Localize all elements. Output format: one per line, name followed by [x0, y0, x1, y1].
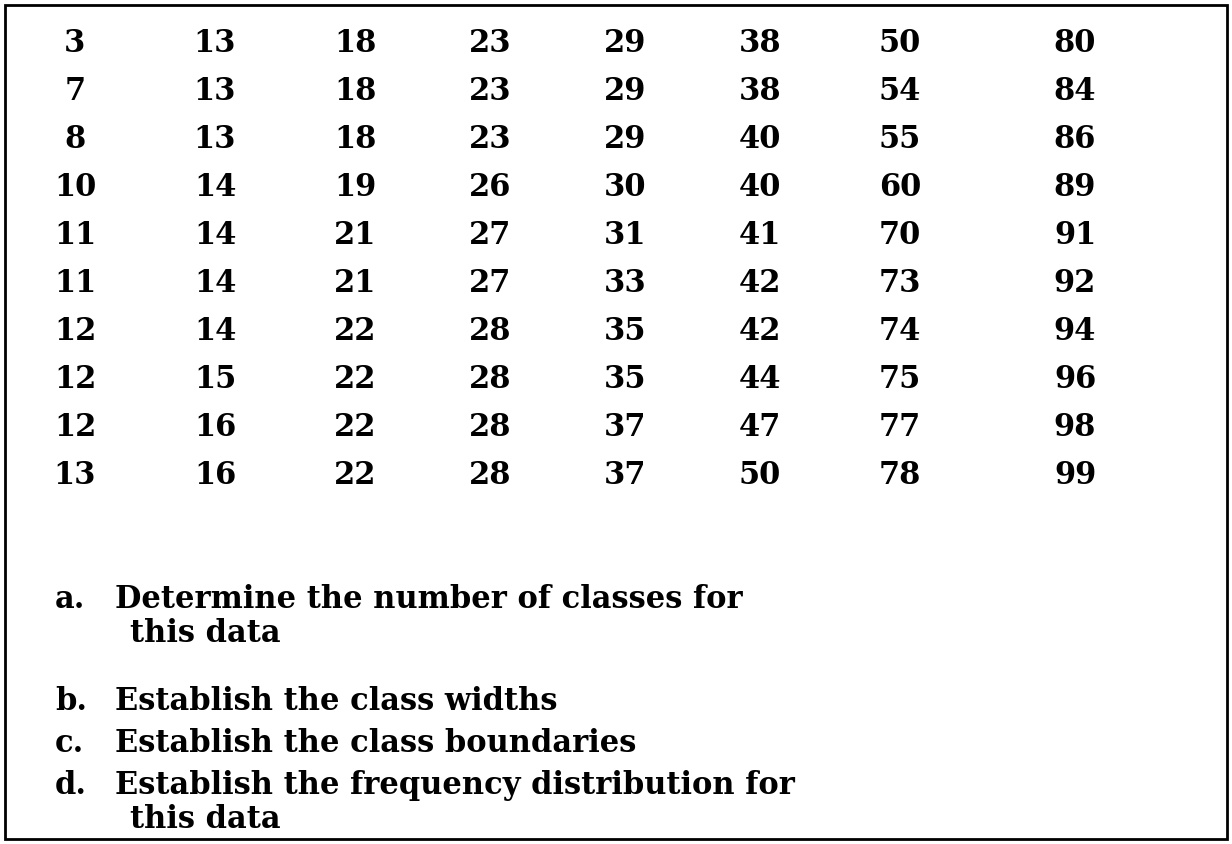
Text: 84: 84	[1053, 77, 1096, 107]
Text: 22: 22	[334, 316, 376, 348]
Text: 28: 28	[468, 365, 511, 396]
Text: 13: 13	[54, 461, 96, 491]
Text: 33: 33	[604, 268, 647, 300]
Text: 54: 54	[878, 77, 922, 107]
Text: 73: 73	[878, 268, 922, 300]
Text: 10: 10	[54, 172, 96, 203]
Text: 23: 23	[468, 29, 511, 59]
Text: 11: 11	[54, 268, 96, 300]
Text: d.: d.	[55, 770, 87, 801]
Text: 7: 7	[64, 77, 85, 107]
Text: 94: 94	[1053, 316, 1096, 348]
Text: 19: 19	[334, 172, 376, 203]
Text: 22: 22	[334, 413, 376, 443]
Text: 40: 40	[739, 125, 781, 155]
Text: 42: 42	[739, 268, 781, 300]
Text: 50: 50	[739, 461, 781, 491]
Text: 29: 29	[604, 77, 647, 107]
Text: 80: 80	[1053, 29, 1096, 59]
Text: Establish the class boundaries: Establish the class boundaries	[115, 728, 637, 759]
Text: 55: 55	[878, 125, 922, 155]
Text: 14: 14	[193, 268, 237, 300]
Text: 35: 35	[604, 365, 647, 396]
Text: 41: 41	[739, 220, 781, 252]
Text: this data: this data	[131, 804, 281, 835]
Text: 27: 27	[469, 220, 511, 252]
Text: Establish the class widths: Establish the class widths	[115, 686, 558, 717]
Text: 29: 29	[604, 125, 647, 155]
Text: 28: 28	[468, 413, 511, 443]
Text: 26: 26	[469, 172, 511, 203]
Text: 37: 37	[604, 461, 647, 491]
Text: b.: b.	[55, 686, 87, 717]
Text: 22: 22	[334, 365, 376, 396]
Text: 12: 12	[54, 413, 96, 443]
Text: 16: 16	[193, 413, 237, 443]
Text: 29: 29	[604, 29, 647, 59]
Text: a.: a.	[55, 584, 85, 615]
Text: 21: 21	[334, 268, 376, 300]
Text: 75: 75	[878, 365, 922, 396]
Text: 15: 15	[193, 365, 237, 396]
Text: 23: 23	[468, 125, 511, 155]
Text: 14: 14	[193, 172, 237, 203]
Text: 86: 86	[1053, 125, 1096, 155]
Text: 31: 31	[604, 220, 647, 252]
Text: 99: 99	[1053, 461, 1096, 491]
Text: 92: 92	[1053, 268, 1096, 300]
Text: 40: 40	[739, 172, 781, 203]
Text: 22: 22	[334, 461, 376, 491]
Text: 47: 47	[739, 413, 781, 443]
Text: 18: 18	[334, 125, 376, 155]
Text: 13: 13	[193, 125, 237, 155]
Text: 78: 78	[878, 461, 922, 491]
Text: 23: 23	[468, 77, 511, 107]
Text: c.: c.	[55, 728, 84, 759]
Text: 12: 12	[54, 316, 96, 348]
Text: 98: 98	[1053, 413, 1096, 443]
Text: 27: 27	[469, 268, 511, 300]
Text: 16: 16	[193, 461, 237, 491]
Text: 13: 13	[193, 77, 237, 107]
Text: 50: 50	[878, 29, 922, 59]
Text: 11: 11	[54, 220, 96, 252]
Text: 12: 12	[54, 365, 96, 396]
Text: 60: 60	[878, 172, 922, 203]
Text: 70: 70	[878, 220, 922, 252]
Text: 38: 38	[739, 77, 781, 107]
Text: 44: 44	[739, 365, 781, 396]
Text: 38: 38	[739, 29, 781, 59]
Text: 3: 3	[64, 29, 86, 59]
Text: 89: 89	[1053, 172, 1096, 203]
Text: 14: 14	[193, 220, 237, 252]
Text: Determine the number of classes for: Determine the number of classes for	[115, 584, 743, 615]
Text: 30: 30	[604, 172, 647, 203]
Text: 14: 14	[193, 316, 237, 348]
Text: 18: 18	[334, 29, 376, 59]
Text: 37: 37	[604, 413, 647, 443]
Text: 74: 74	[878, 316, 922, 348]
Text: 77: 77	[878, 413, 922, 443]
Text: 28: 28	[468, 316, 511, 348]
Text: 42: 42	[739, 316, 781, 348]
Text: 96: 96	[1053, 365, 1096, 396]
Text: 91: 91	[1053, 220, 1096, 252]
Text: this data: this data	[131, 618, 281, 649]
Text: Establish the frequency distribution for: Establish the frequency distribution for	[115, 770, 795, 801]
Text: 8: 8	[64, 125, 86, 155]
Text: 35: 35	[604, 316, 647, 348]
Text: 13: 13	[193, 29, 237, 59]
Text: 21: 21	[334, 220, 376, 252]
Text: 28: 28	[468, 461, 511, 491]
Text: 18: 18	[334, 77, 376, 107]
